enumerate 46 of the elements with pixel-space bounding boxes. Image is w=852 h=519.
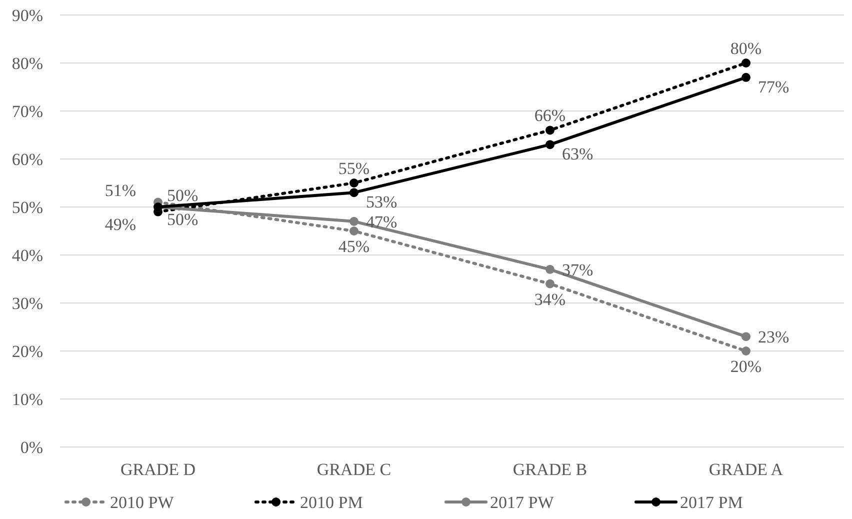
point: [546, 140, 554, 150]
data-label: 47%: [366, 212, 398, 232]
legend-label: 2017 PM: [680, 492, 743, 512]
data-label: 80%: [730, 39, 762, 58]
data-label: 20%: [730, 357, 762, 376]
point: [350, 178, 358, 188]
legend-label: 2010 PW: [110, 492, 175, 512]
point: [742, 72, 750, 82]
data-label: 23%: [758, 328, 790, 347]
x-tick-label: GRADE B: [512, 460, 588, 479]
point: [546, 264, 554, 274]
data-label: 49%: [104, 214, 136, 234]
data-label: 77%: [758, 77, 790, 96]
data-label: 50%: [167, 186, 198, 205]
data-label: 55%: [338, 159, 370, 178]
point: [742, 346, 750, 356]
y-tick-label: 60%: [12, 150, 43, 169]
point: [546, 279, 554, 288]
data-label: 53%: [366, 192, 398, 212]
data-label: 51%: [104, 181, 136, 200]
data-label: 66%: [534, 106, 566, 126]
point: [350, 226, 358, 236]
point: [742, 332, 750, 342]
y-tick-label: 80%: [12, 54, 43, 73]
x-tick-label: GRADE D: [120, 460, 196, 479]
y-tick-label: 0%: [20, 438, 43, 457]
legend-label: 2017 PW: [490, 492, 555, 512]
data-label: 34%: [534, 290, 566, 309]
point: [350, 188, 358, 198]
legend-label: 2010 PM: [300, 492, 363, 512]
y-tick-label: 20%: [12, 342, 43, 361]
data-label: 45%: [338, 237, 370, 256]
y-tick-label: 50%: [12, 198, 43, 217]
point: [350, 216, 358, 226]
y-tick-label: 10%: [12, 390, 43, 409]
x-tick-label: GRADE A: [708, 460, 784, 479]
data-label: 37%: [562, 260, 594, 280]
y-tick-label: 70%: [12, 102, 43, 121]
data-label: 63%: [562, 144, 594, 164]
y-tick-label: 40%: [12, 246, 43, 265]
x-tick-label: GRADE C: [316, 460, 392, 479]
data-label: 50%: [167, 210, 198, 229]
point: [742, 58, 750, 68]
y-tick-label: 30%: [12, 294, 43, 313]
y-tick-label: 90%: [12, 6, 43, 25]
point: [546, 126, 554, 135]
